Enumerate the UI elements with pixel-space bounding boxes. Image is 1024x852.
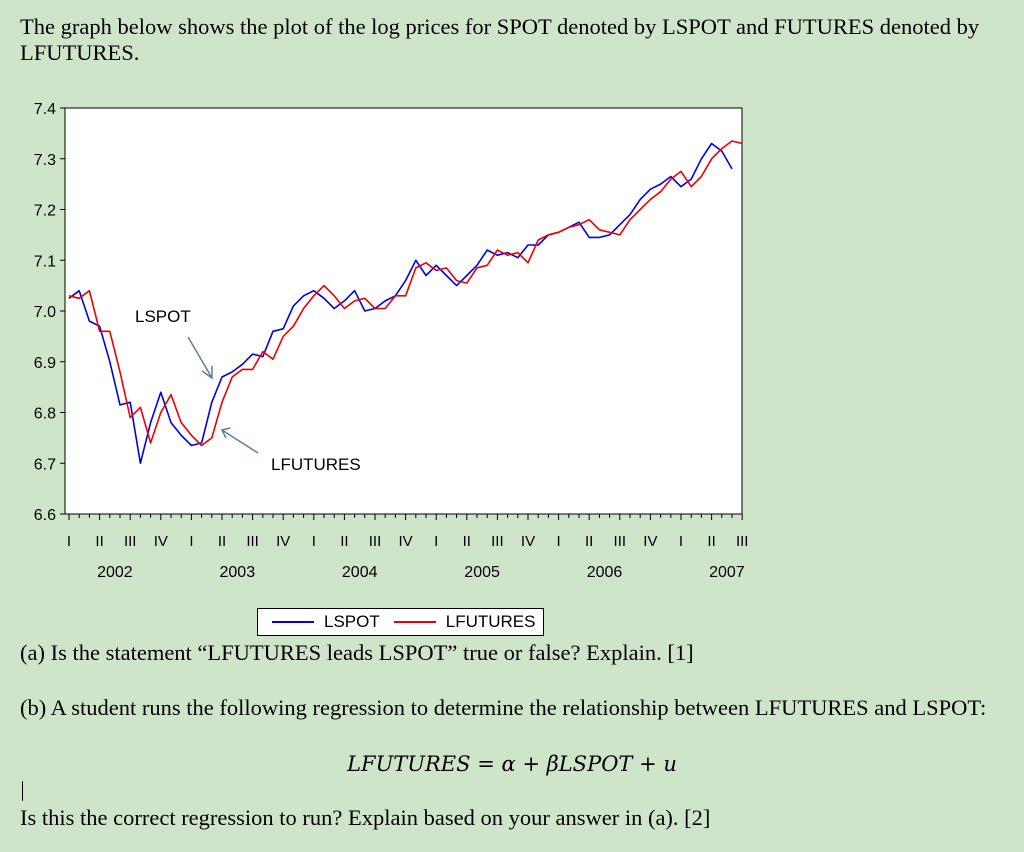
x-quarter-label: I [67,533,71,550]
legend-label-lfutures: LFUTURES [445,612,536,631]
series-line-lspot [68,142,733,465]
question-b: (b) A student runs the following regress… [20,695,987,720]
x-quarter-label: I [679,533,683,550]
annotation-arrowhead-lfutures [220,427,231,439]
x-quarter-label: III [736,533,749,550]
x-quarter-label: II [95,533,103,550]
y-tick-label: 7.2 [34,203,56,220]
annotation-lfutures: LFUTURES [271,455,361,474]
x-quarter-label: II [340,533,348,550]
annotation-arrow-lspot [187,336,213,379]
annotation-arrow-lfutures [221,429,259,454]
x-quarter-label: III [614,533,627,550]
x-quarter-label: IV [154,533,168,550]
y-tick-label: 7.4 [34,101,56,118]
x-quarter-label: I [312,533,316,550]
y-tick-label: 7.1 [34,253,56,270]
x-quarter-label: II [585,533,593,550]
x-quarter-label: IV [399,533,413,550]
x-year-label: 2006 [587,564,623,581]
x-quarter-label: IV [276,533,290,550]
line-chart: 6.66.76.86.97.07.17.27.37.4 I II III IV I II I… [34,101,749,581]
text-cursor [22,781,23,801]
x-quarter-label: I [434,533,438,550]
x-year-label: 2002 [97,564,133,581]
y-tick-label: 7.3 [34,152,56,169]
x-quarter-label: II [218,533,226,550]
intro-text: The graph below shows the plot of the lo… [20,14,980,65]
y-tick-label: 6.6 [34,507,56,524]
x-year-label: 2005 [464,564,500,581]
x-quarter-label: IV [643,533,657,550]
annotations: LSPOT LFUTURES [135,307,361,474]
y-tick-label: 6.8 [34,406,56,423]
x-quarter-label: III [369,533,382,550]
x-quarter-label: IV [521,533,535,550]
legend-swatch-lspot [272,621,314,623]
x-year-label: 2007 [709,564,745,581]
legend-item-lspot: LSPOT [258,612,380,632]
x-quarter-label: II [707,533,715,550]
y-axis: 6.6 6.7 6.8 6.9 7.0 7.1 7.2 7.3 7.4 [34,101,65,524]
question-b-followup: Is this the correct regression to run? E… [20,805,711,830]
y-tick-label: 6.7 [34,456,56,473]
x-quarter-label: III [124,533,137,550]
x-quarter-label: III [246,533,259,550]
series-line-lfutures [68,140,743,447]
x-axis: I II III IV I II III IV I II III IV I II III IV I II III IV… [67,514,749,581]
plot-area [64,107,743,515]
legend-label-lspot: LSPOT [324,612,380,631]
legend-swatch-lfutures [393,621,436,623]
y-tick-label: 6.9 [34,355,56,372]
x-quarter-label: I [557,533,561,550]
legend-item-lfutures: LFUTURES [380,612,536,632]
question-a: (a) Is the statement “LFUTURES leads LSP… [20,640,694,665]
regression-equation: LFUTURES = α + βLSPOT + u [347,752,677,776]
annotation-lspot: LSPOT [135,307,191,326]
x-quarter-label: III [491,533,504,550]
x-year-label: 2004 [342,564,378,581]
y-tick-label: 7.0 [34,304,56,321]
x-quarter-label: I [189,533,193,550]
x-year-label: 2003 [220,564,256,581]
annotation-arrowhead-lspot [201,366,213,380]
series-lines [68,140,743,465]
x-quarter-label: II [463,533,471,550]
chart-legend: LSPOT LFUTURES [257,608,544,636]
